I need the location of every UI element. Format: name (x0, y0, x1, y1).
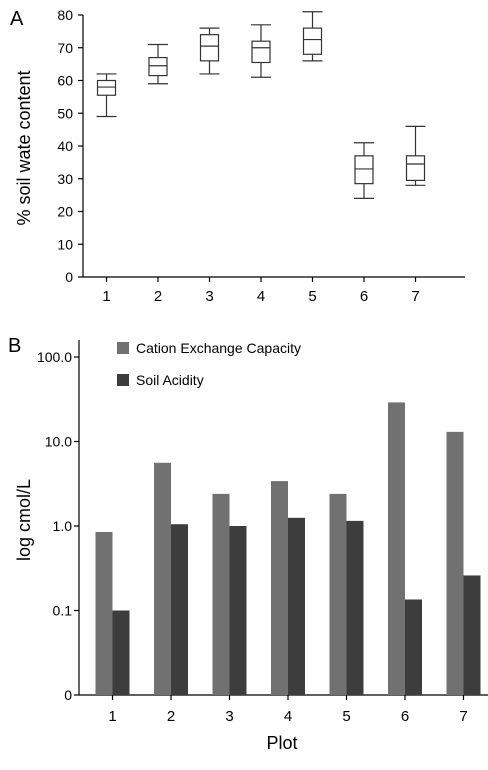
panel-b-x-ticks: 1 2 3 4 5 6 7 (108, 695, 468, 725)
panel-b-x-tick-label: 2 (167, 708, 175, 725)
panel-b-y-tick-label: 100.0 (37, 349, 72, 365)
panel-b-x-tick-label: 7 (459, 708, 467, 725)
iqr-box (148, 56, 168, 77)
panel-a-y-axis-title: % soil wate content (14, 70, 34, 225)
box-plot-2 (148, 43, 168, 85)
iqr-box (405, 155, 426, 181)
bar-soil-acidity-plot-3 (229, 526, 247, 695)
panel-b-y-tick-label: 0.1 (53, 603, 73, 619)
panel-b-x-tick-label: 5 (342, 708, 350, 725)
panel-a-y-tick-label: 10 (57, 236, 73, 252)
bar-cation-exchange-capacity-plot-2 (154, 462, 171, 695)
panel-a-y-tick-label: 80 (57, 7, 73, 23)
iqr-box (302, 27, 323, 55)
box-plot-6 (354, 142, 374, 199)
panel-a-y-tick-label: 50 (57, 105, 73, 121)
panel-b-x-tick-label: 3 (225, 708, 233, 725)
bar-soil-acidity-plot-7 (463, 575, 481, 695)
panel-a-x-tick-label: 2 (154, 288, 162, 305)
panel-a-y-tick-label: 60 (57, 73, 73, 89)
legend-label-cation-exchange-capacity: Cation Exchange Capacity (136, 340, 301, 356)
panel-a-y-ticks: 0 10 20 30 40 50 60 70 80 (57, 7, 83, 285)
panel-a-y-tick-label: 40 (57, 138, 73, 154)
panel-b-y-ticks: 0 0.1 1.0 10.0 100.0 (37, 349, 79, 703)
box-plot-3 (199, 27, 220, 75)
panel-a-x-tick-label: 4 (257, 288, 265, 305)
legend-label-soil-acidity: Soil Acidity (136, 372, 204, 388)
bar-soil-acidity-plot-1 (112, 610, 130, 695)
panel-b-y-tick-label: 10.0 (45, 434, 72, 450)
panel-b-x-tick-label: 4 (284, 708, 292, 725)
panel-b-label: B (8, 335, 21, 357)
bar-soil-acidity-plot-2 (171, 524, 188, 695)
panel-b-y-axis-title: log cmol/L (14, 479, 34, 561)
bar-soil-acidity-plot-6 (405, 599, 422, 695)
iqr-box (251, 40, 271, 64)
bar-cation-exchange-capacity-plot-1 (95, 531, 113, 695)
box-plot-1 (96, 73, 117, 118)
panel-a-y-tick-label: 20 (57, 204, 73, 220)
panel-a-x-tick-label: 5 (308, 288, 316, 305)
panel-b-x-tick-label: 1 (108, 708, 116, 725)
bar-cation-exchange-capacity-plot-4 (271, 481, 288, 695)
panel-b-x-tick-label: 6 (401, 708, 409, 725)
panel-a-boxes (96, 11, 426, 199)
bar-cation-exchange-capacity-plot-7 (446, 431, 464, 695)
panel-b-bar-chart: B log cmol/L 0 0.1 1.0 10.0 100.0 1 2 3 4 5 6 7 Ca… (8, 335, 488, 753)
box-plot-4 (251, 24, 271, 78)
panel-a-x-tick-label: 3 (205, 288, 213, 305)
bar-cation-exchange-capacity-plot-5 (329, 493, 347, 695)
panel-b-y-tick-label: 1.0 (53, 518, 73, 534)
legend-swatch-cation-exchange-capacity (117, 342, 129, 354)
box-plot-5 (302, 11, 323, 62)
panel-b-bars (95, 402, 481, 695)
iqr-box (96, 79, 117, 96)
panel-b-x-axis-title: Plot (266, 733, 297, 753)
panel-a-box-plot: A % soil wate content 01020304050607080 … (10, 7, 465, 305)
bar-cation-exchange-capacity-plot-6 (388, 402, 405, 695)
panel-b-legend: Cation Exchange Capacity Soil Acidity (117, 340, 301, 388)
panel-a-x-ticks: 1 2 3 4 5 6 7 (102, 277, 420, 305)
panel-a-y-tick-label: 70 (57, 40, 73, 56)
bar-soil-acidity-plot-5 (346, 520, 364, 695)
iqr-box (199, 34, 220, 62)
panel-a-x-tick-label: 7 (411, 288, 419, 305)
panel-a-y-tick-label: 30 (57, 171, 73, 187)
bar-soil-acidity-plot-4 (288, 517, 305, 695)
panel-b-y-tick-label: 0 (64, 687, 72, 703)
panel-a-x-tick-label: 1 (102, 288, 110, 305)
bar-cation-exchange-capacity-plot-3 (212, 493, 230, 695)
legend-swatch-soil-acidity (117, 374, 129, 386)
panel-a-label: A (10, 8, 24, 30)
panel-a-x-tick-label: 6 (360, 288, 368, 305)
box-plot-7 (405, 125, 426, 186)
panel-a-y-tick-label: 0 (65, 269, 73, 285)
iqr-box (354, 155, 374, 185)
